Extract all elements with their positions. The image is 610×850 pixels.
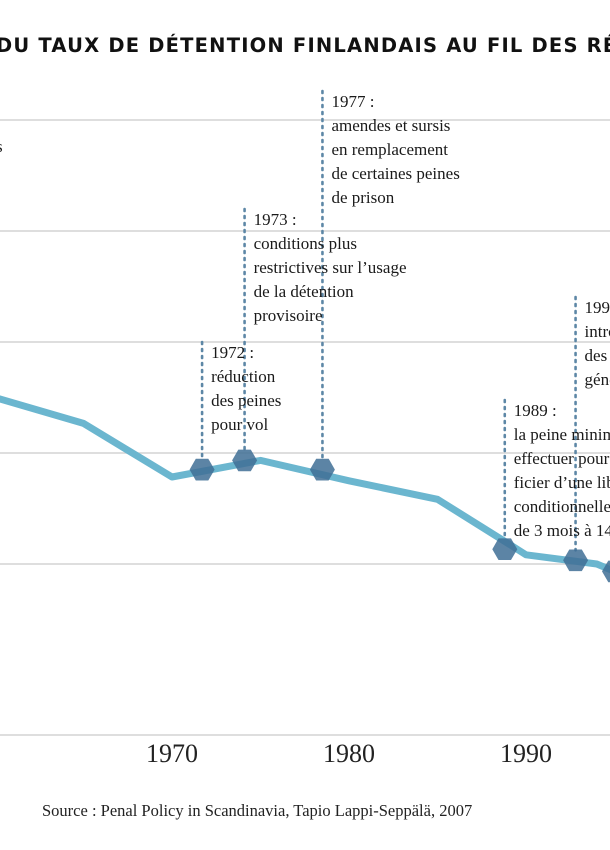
chart-title: DU TAUX DE DÉTENTION FINLANDAIS AU FIL D… [0, 34, 610, 57]
event-text-line: la peine minim [514, 425, 610, 444]
event-text-line: en remplacement [331, 140, 448, 159]
event-text-line: des peines [211, 391, 281, 410]
event-marker-hexagon [232, 449, 258, 472]
grid-lines [0, 119, 610, 736]
event-year: 1973 : [254, 210, 297, 229]
x-tick-label: 1990 [500, 739, 552, 768]
event-text-line: des tra [585, 346, 610, 365]
event-marker-hexagon [602, 560, 610, 583]
event-annotations: 1972 : réduction des peines pour vol 1973 : c… [211, 92, 610, 540]
x-tick-label: 1970 [146, 739, 198, 768]
event-text-line: de certaines peines [331, 164, 459, 183]
event-year: 1972 : [211, 343, 254, 362]
event-text-line: provisoire [254, 306, 323, 325]
event-annotation: 1973 : conditions plus restrictives sur l’… [254, 210, 407, 325]
x-tick-label: 1980 [323, 739, 375, 768]
event-text-line: conditions plus [254, 234, 357, 253]
event-annotation: 1989 : la peine minim effectuer pour ficier… [514, 401, 610, 540]
source-note: Source : Penal Policy in Scandinavia, Ta… [42, 801, 472, 820]
event-year: 1977 : [331, 92, 374, 111]
event-text-line: effectuer pour [514, 449, 610, 468]
left-label-fragment: s [0, 137, 3, 156]
event-text-line: de 3 mois à 14 [514, 521, 610, 540]
event-marker-hexagon [189, 458, 215, 481]
event-markers [189, 449, 610, 583]
event-text-line: amendes et sursis [331, 116, 450, 135]
event-year: 1992 : [585, 298, 610, 317]
event-text-line: de prison [331, 188, 394, 207]
event-annotation: 1977 : amendes et sursis en remplacement de… [331, 92, 459, 207]
event-text-line: pour vol [211, 415, 268, 434]
event-text-line: réduction [211, 367, 276, 386]
event-text-line: introd [585, 322, 610, 341]
event-text-line: généra [585, 370, 610, 389]
series-line [0, 395, 610, 574]
event-annotation: 1972 : réduction des peines pour vol [211, 343, 281, 434]
event-text-line: restrictives sur l’usage [254, 258, 407, 277]
event-marker-hexagon [492, 538, 518, 560]
event-marker-hexagon [309, 458, 335, 481]
event-annotation: 1992 : introd des tra généra [585, 298, 610, 389]
event-leader-lines [200, 89, 577, 552]
event-year: 1989 : [514, 401, 557, 420]
x-axis-ticks: 1970 1980 1990 [146, 739, 552, 768]
event-text-line: conditionnelle [514, 497, 610, 516]
event-text-line: ficier d’une libe [514, 473, 610, 492]
series-group [0, 395, 610, 574]
event-marker-hexagon [563, 549, 589, 572]
event-text-line: de la détention [254, 282, 355, 301]
